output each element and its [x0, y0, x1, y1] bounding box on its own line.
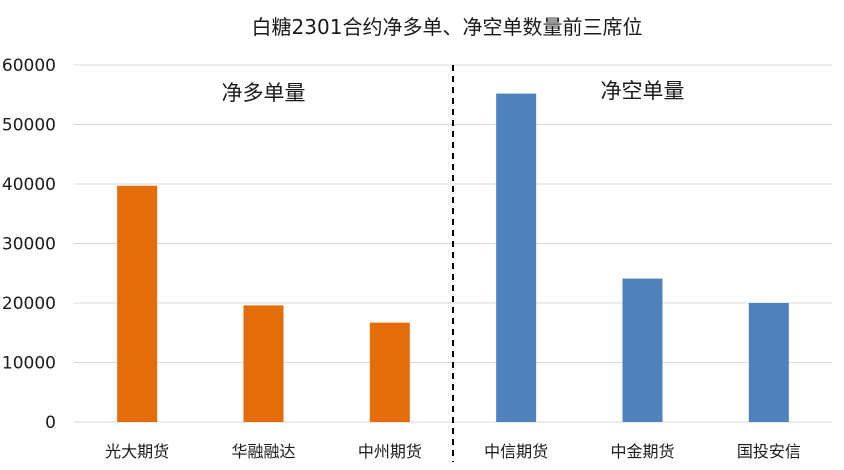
y-tick-label: 60000 [2, 56, 56, 76]
x-tick-label: 中州期货 [358, 442, 422, 461]
y-tick-label: 50000 [2, 116, 56, 136]
bar [117, 185, 158, 422]
x-axis-labels: 光大期货 华融融达 中州期货 中信期货 中金期货 国投安信 [105, 442, 801, 461]
x-tick-label: 国投安信 [737, 442, 801, 461]
y-axis-ticks: 0 10000 20000 30000 40000 50000 60000 [2, 56, 56, 433]
y-tick-label: 30000 [2, 235, 56, 255]
group-label-short: 净空单量 [601, 79, 685, 103]
y-tick-label: 0 [45, 413, 56, 433]
bar [748, 303, 789, 422]
x-tick-label: 中金期货 [610, 442, 674, 461]
x-tick-label: 中信期货 [484, 442, 548, 461]
chart-title: 白糖2301合约净多单、净空单数量前三席位 [252, 15, 643, 39]
bar [369, 322, 410, 422]
y-tick-label: 20000 [2, 294, 56, 314]
y-tick-label: 10000 [2, 354, 56, 374]
bar [496, 93, 537, 422]
y-tick-label: 40000 [2, 175, 56, 195]
bar [243, 305, 284, 422]
x-tick-label: 光大期货 [105, 442, 169, 461]
group-label-long: 净多单量 [222, 81, 306, 105]
bar [622, 278, 663, 422]
x-tick-label: 华融融达 [231, 442, 295, 461]
bars [117, 93, 789, 422]
